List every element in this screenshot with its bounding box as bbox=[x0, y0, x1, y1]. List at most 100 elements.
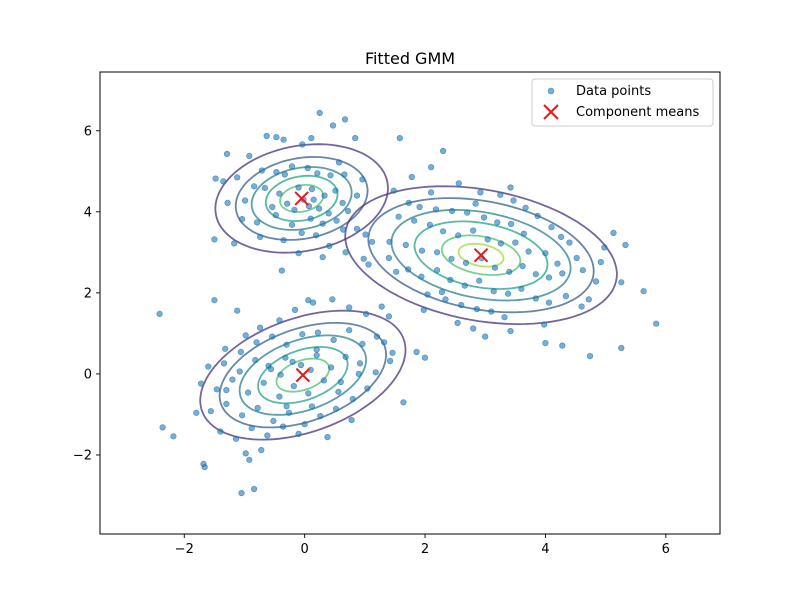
data-point bbox=[313, 352, 320, 359]
data-point bbox=[341, 116, 349, 123]
data-point bbox=[470, 227, 477, 234]
y-tick-label: −2 bbox=[73, 448, 92, 463]
data-point bbox=[223, 400, 230, 408]
data-point bbox=[488, 308, 495, 315]
data-point bbox=[291, 206, 298, 213]
data-point bbox=[263, 132, 270, 140]
data-point bbox=[223, 387, 230, 394]
data-point bbox=[290, 383, 297, 390]
y-tick-label: 2 bbox=[84, 286, 92, 301]
data-point bbox=[335, 159, 343, 166]
data-point bbox=[352, 135, 359, 142]
data-point bbox=[542, 340, 549, 347]
data-point bbox=[640, 288, 647, 295]
data-point bbox=[355, 370, 362, 378]
data-point bbox=[522, 204, 529, 211]
data-point bbox=[476, 277, 483, 284]
y-tick-label: 4 bbox=[84, 205, 92, 220]
data-point bbox=[277, 371, 284, 378]
data-point bbox=[442, 296, 449, 303]
data-point bbox=[610, 229, 617, 236]
contour-line bbox=[238, 334, 368, 416]
data-point bbox=[566, 239, 573, 246]
data-point bbox=[279, 423, 287, 430]
data-point bbox=[395, 213, 402, 220]
data-point bbox=[473, 306, 480, 313]
y-tick-label: 6 bbox=[84, 124, 92, 139]
data-point bbox=[329, 122, 337, 129]
data-point bbox=[428, 189, 435, 196]
x-tick-label: 4 bbox=[541, 542, 549, 557]
data-point bbox=[304, 164, 311, 172]
data-point bbox=[497, 240, 505, 247]
data-point bbox=[251, 485, 258, 493]
data-point bbox=[518, 285, 525, 292]
data-point bbox=[272, 212, 279, 219]
data-point bbox=[236, 368, 243, 375]
data-point bbox=[273, 134, 280, 141]
data-point bbox=[278, 267, 285, 274]
data-point bbox=[156, 310, 163, 318]
data-point bbox=[252, 357, 259, 364]
data-point bbox=[198, 380, 205, 387]
data-point bbox=[449, 207, 456, 215]
data-point bbox=[280, 136, 287, 143]
data-point bbox=[270, 417, 277, 425]
data-point bbox=[507, 184, 514, 191]
data-point bbox=[276, 317, 283, 324]
contour-line bbox=[234, 156, 369, 241]
data-point bbox=[295, 184, 302, 191]
data-point bbox=[291, 306, 299, 314]
data-point bbox=[333, 217, 340, 224]
data-point bbox=[207, 408, 214, 415]
data-point bbox=[328, 364, 335, 371]
data-points-layer bbox=[156, 109, 660, 497]
data-point bbox=[405, 266, 412, 273]
data-point bbox=[295, 250, 302, 257]
data-point bbox=[288, 163, 296, 170]
data-point bbox=[276, 190, 283, 197]
data-point bbox=[653, 320, 660, 327]
data-point bbox=[554, 260, 561, 267]
data-point bbox=[573, 254, 580, 262]
data-point bbox=[224, 199, 231, 206]
data-point bbox=[342, 353, 349, 361]
data-point bbox=[510, 197, 517, 204]
data-point bbox=[421, 354, 429, 361]
legend-label-component-means: Component means bbox=[576, 105, 699, 120]
data-point bbox=[369, 238, 376, 245]
data-point bbox=[325, 210, 332, 217]
data-point bbox=[295, 430, 302, 438]
data-point bbox=[246, 456, 253, 463]
data-point bbox=[341, 171, 348, 178]
contour-line bbox=[218, 322, 388, 429]
data-point bbox=[269, 333, 276, 340]
data-point bbox=[362, 231, 369, 238]
data-point bbox=[229, 376, 236, 383]
data-point bbox=[239, 412, 246, 419]
data-point bbox=[261, 184, 269, 191]
data-point bbox=[512, 239, 519, 246]
data-point bbox=[402, 241, 409, 249]
contour-line bbox=[440, 234, 522, 276]
data-point bbox=[464, 209, 471, 216]
data-point bbox=[332, 187, 339, 194]
data-point bbox=[428, 164, 435, 171]
data-point bbox=[548, 224, 555, 231]
data-point bbox=[234, 307, 241, 314]
data-point bbox=[313, 232, 320, 239]
contour-line bbox=[457, 242, 505, 268]
data-point bbox=[597, 259, 604, 266]
data-point bbox=[281, 171, 288, 178]
data-point bbox=[258, 447, 265, 454]
data-point bbox=[434, 267, 441, 274]
data-point bbox=[348, 417, 355, 424]
component-mean-marker bbox=[294, 191, 309, 206]
data-point bbox=[562, 293, 570, 300]
data-point bbox=[480, 214, 488, 221]
data-point bbox=[532, 295, 539, 302]
data-point bbox=[289, 358, 296, 365]
data-point bbox=[316, 109, 323, 116]
data-point bbox=[213, 386, 220, 393]
data-point bbox=[501, 314, 508, 321]
